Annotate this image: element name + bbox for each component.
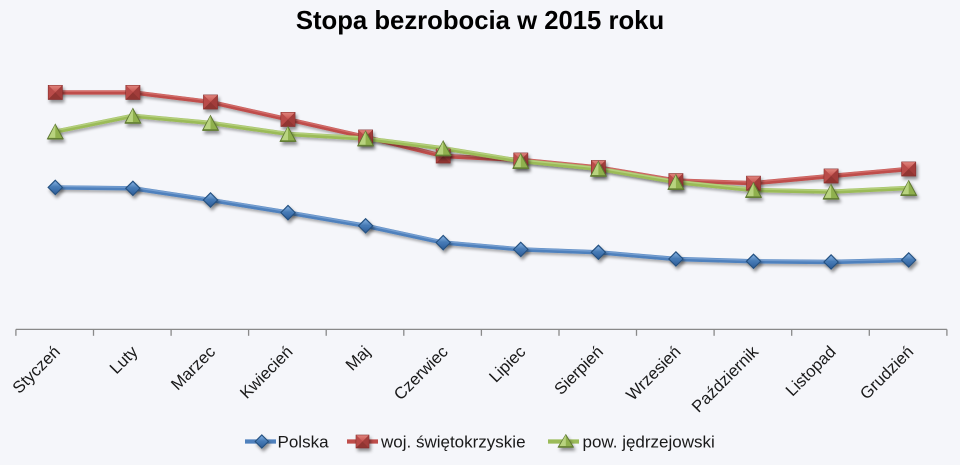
svg-text:pow. jędrzejowski: pow. jędrzejowski [583,433,715,452]
svg-text:woj. świętokrzyskie: woj. świętokrzyskie [380,433,526,452]
svg-text:Polska: Polska [278,433,330,452]
svg-text:Stopa bezrobocia w 2015 roku: Stopa bezrobocia w 2015 roku [296,7,664,35]
